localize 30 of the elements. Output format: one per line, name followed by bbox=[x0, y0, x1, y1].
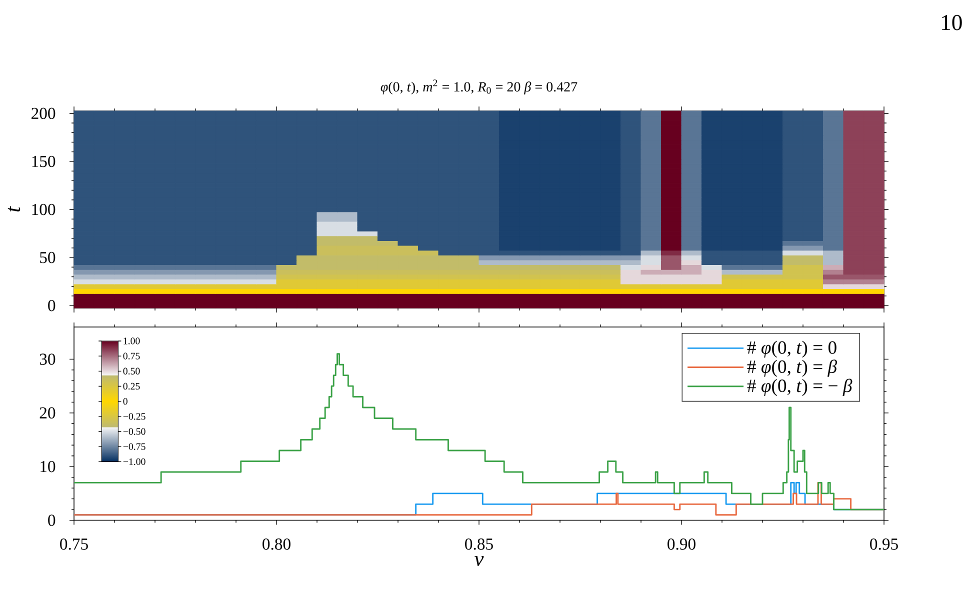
chart-title: φ(0, t), m$^{2}$ = 1.0, R$_{0}$ = 20 β = 0.427 bbox=[380, 80, 578, 94]
y-tick-label: 100 bbox=[32, 204, 56, 216]
color-bar-label: 0 bbox=[123, 398, 128, 405]
legend-label: # φ(0, t) = − β bbox=[747, 378, 852, 396]
y-tick-label: 30 bbox=[40, 354, 56, 365]
legend-label: # φ(0, t) = 0 bbox=[747, 340, 836, 358]
text: 10 bbox=[942, 14, 962, 30]
legend-label: # φ(0, t) = β bbox=[747, 360, 838, 377]
y-tick-label: 10 bbox=[40, 460, 56, 472]
color-bar-label: −0.50 bbox=[123, 428, 146, 435]
color-bar-label: −0.25 bbox=[123, 413, 146, 420]
x-tick-label: 0.90 bbox=[668, 538, 696, 550]
color-bar-label: 0.50 bbox=[123, 368, 140, 375]
color-bar-label: 1.00 bbox=[124, 338, 140, 344]
y-tick-label: 20 bbox=[40, 407, 56, 419]
color-bar-label: 0.75 bbox=[123, 352, 140, 360]
x-tick-label: 0.80 bbox=[262, 538, 290, 550]
x-tick-label: 0.95 bbox=[870, 538, 898, 550]
y-tick-label: 50 bbox=[40, 252, 56, 264]
x-axis-title: v bbox=[474, 556, 484, 566]
y-tick-label: 0 bbox=[48, 514, 56, 526]
y-tick-label: 0 bbox=[48, 300, 56, 312]
y-axis-title: t bbox=[8, 206, 20, 212]
y-tick-label: 200 bbox=[32, 108, 56, 120]
x-tick-label: 0.85 bbox=[465, 538, 493, 550]
color-bar-label: 0.25 bbox=[123, 382, 140, 390]
x-tick-label: 0.75 bbox=[60, 538, 88, 550]
color-bar-label: −1.00 bbox=[123, 458, 146, 466]
color-bar-label: −0.75 bbox=[123, 443, 146, 450]
y-tick-label: 150 bbox=[32, 156, 56, 168]
